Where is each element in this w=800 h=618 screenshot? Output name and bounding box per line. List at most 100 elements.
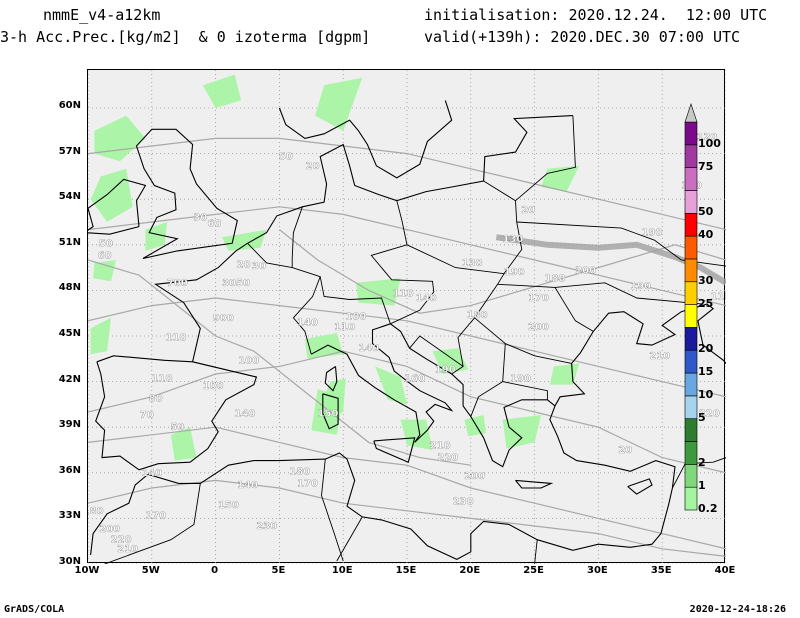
- precipitation-area: [90, 317, 111, 355]
- isotherm-label: 130: [502, 234, 523, 245]
- colorbar-segment: [684, 486, 698, 511]
- country-border: [451, 273, 505, 375]
- latitude-tick-label: 57N: [58, 145, 81, 157]
- colorbar-tick-label: 100: [698, 136, 721, 150]
- colorbar-segment: [684, 167, 698, 191]
- precipitation-area: [170, 427, 197, 461]
- colorbar-tick-label: 15: [698, 365, 714, 379]
- render-timestamp: 2020-12-24-18:26: [689, 604, 786, 615]
- colorbar-segment: [684, 304, 698, 328]
- latitude-tick-label: 30N: [58, 556, 81, 567]
- isotherm-label: 180: [289, 466, 310, 477]
- isotherm-label: 700: [167, 278, 188, 289]
- coastline: [135, 128, 238, 260]
- colorbar-segment: [684, 441, 698, 465]
- colorbar-segment: [684, 258, 698, 283]
- isotherm-label: 120: [696, 132, 717, 143]
- coastline: [373, 437, 416, 463]
- colorbar-segment: [684, 121, 698, 146]
- isotherm-label: 210: [649, 351, 670, 362]
- isotherm-label: 100: [238, 355, 259, 366]
- colorbar-arrow: [684, 103, 698, 123]
- model-title: nmmE_v4-a12km: [43, 6, 161, 24]
- isotherm-label: 80: [149, 393, 163, 404]
- isotherm-label: 150: [317, 409, 338, 420]
- latitude-tick-label: 54N: [58, 191, 81, 203]
- latitude-tick-label: 60N: [58, 100, 81, 111]
- colorbar-tick-label: 25: [698, 296, 714, 310]
- colorbar-segment: [684, 190, 698, 214]
- field-title: 3-h Acc.Prec.[kg/m2] & 0 izoterma [dgpm]: [0, 28, 371, 46]
- latitude-tick-label: 36N: [58, 464, 81, 476]
- isotherm-label: 140: [141, 468, 162, 479]
- precipitation-area: [375, 366, 407, 405]
- coastline: [154, 115, 573, 362]
- colorbar-segment: [684, 418, 698, 442]
- latitude-tick-label: 51N: [58, 236, 81, 248]
- isotherm-contour: [88, 206, 726, 307]
- country-border: [502, 381, 548, 400]
- precipitation-area: [315, 77, 363, 131]
- isotherm-label: 190: [504, 267, 525, 278]
- isotherm-label: 130: [462, 258, 483, 269]
- coastline: [88, 178, 147, 235]
- isotherm-label: 140: [416, 293, 437, 304]
- colorbar-tick-label: 10: [698, 387, 714, 401]
- coastline: [311, 323, 454, 443]
- isotherm-label: 50: [170, 422, 184, 433]
- colorbar-tick-label: 2: [698, 456, 706, 470]
- country-border: [554, 282, 704, 305]
- precipitation-area: [400, 419, 433, 450]
- colorbar-segment: [684, 281, 698, 305]
- colorbar-segment: [684, 464, 698, 488]
- latitude-tick-label: 45N: [58, 328, 81, 339]
- isotherm-contour: [88, 259, 471, 466]
- isotherm-label: 190: [642, 228, 663, 239]
- precipitation-area: [93, 260, 117, 282]
- isotherm-contour: [88, 426, 726, 550]
- isotherm-label: 900: [213, 313, 234, 324]
- colorbar-tick-label: 1: [698, 479, 706, 493]
- precipitation-area: [304, 333, 344, 359]
- longitude-tick-label: 10W: [74, 565, 100, 576]
- colorbar-segment: [684, 327, 698, 351]
- isotherm-label: 180: [545, 273, 566, 284]
- longitude-tick-label: 5E: [271, 565, 286, 576]
- precipitation-area: [502, 415, 541, 449]
- isotherm-label: 60: [98, 250, 112, 261]
- colorbar-segment: [684, 144, 698, 168]
- colorbar-tick-label: 50: [698, 205, 714, 219]
- isotherm-label: 200: [464, 471, 485, 482]
- colorbar-tick-label: 5: [698, 410, 706, 424]
- precipitation-area: [222, 229, 267, 251]
- isotherm-label: 190: [630, 281, 651, 292]
- coastline: [90, 405, 676, 561]
- isotherm-label: 200: [528, 322, 549, 333]
- isotherm-band: [495, 234, 726, 286]
- isotherm-label: 30: [193, 212, 207, 223]
- latitude-tick-label: 42N: [58, 373, 81, 385]
- country-border: [470, 343, 506, 417]
- precipitation-area: [541, 165, 580, 192]
- country-border: [409, 335, 464, 367]
- isotherm-label: 230: [256, 521, 277, 532]
- isotherm-label: 110: [393, 288, 414, 299]
- isotherm-label: 110: [152, 374, 173, 385]
- isotherm-label: 115: [710, 292, 726, 303]
- colorbar-segment: [684, 235, 698, 260]
- country-border: [497, 283, 594, 332]
- isotherm-label: 230: [453, 497, 474, 508]
- precipitation-area: [464, 415, 487, 437]
- coastline: [390, 303, 726, 468]
- isotherm-label: 170: [145, 510, 166, 521]
- isotherm-label: 200: [99, 524, 120, 535]
- colorbar-tick-label: 75: [698, 159, 714, 173]
- coastline: [515, 479, 554, 489]
- isotherm-label: 140: [358, 343, 379, 354]
- latitude-tick-label: 48N: [58, 282, 81, 294]
- coastline: [324, 365, 338, 392]
- isotherm-label: 3050: [222, 278, 250, 289]
- colorbar-segment: [684, 349, 698, 374]
- isotherm-label: 70: [140, 410, 154, 421]
- isotherm-label: 140: [297, 317, 318, 328]
